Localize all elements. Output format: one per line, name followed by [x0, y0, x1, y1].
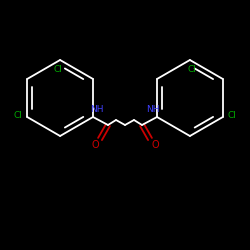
Text: O: O: [91, 140, 99, 150]
Text: O: O: [151, 140, 159, 150]
Text: Cl: Cl: [54, 64, 62, 74]
Text: Cl: Cl: [228, 110, 236, 120]
Text: Cl: Cl: [14, 110, 22, 120]
Text: Cl: Cl: [188, 64, 196, 74]
Text: NH: NH: [90, 106, 104, 114]
Text: NH: NH: [146, 106, 160, 114]
